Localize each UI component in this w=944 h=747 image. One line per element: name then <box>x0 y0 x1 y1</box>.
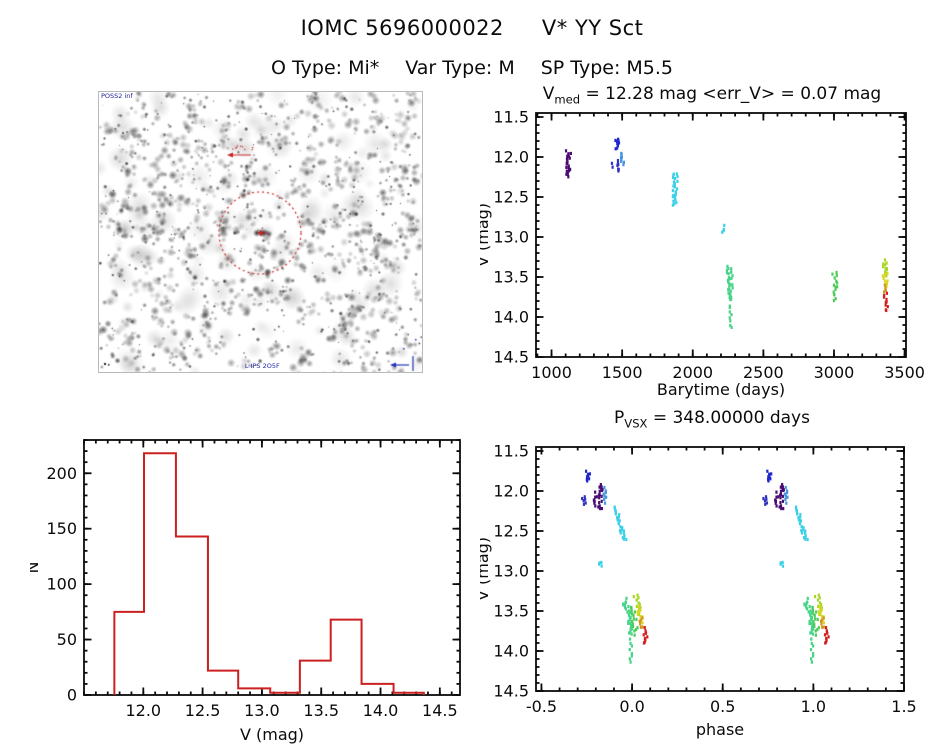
svg-text:2500: 2500 <box>743 363 784 382</box>
svg-text:13.0: 13.0 <box>493 562 529 581</box>
svg-text:11.5: 11.5 <box>493 442 529 461</box>
svg-text:V (mag): V (mag) <box>480 203 492 267</box>
svg-text:12.5: 12.5 <box>185 701 221 720</box>
svg-text:14.0: 14.0 <box>363 701 399 720</box>
svg-text:13.5: 13.5 <box>493 268 529 287</box>
finder-chart: POSS2 inf L IPS 2O5F <box>98 91 423 373</box>
svg-text:13.0: 13.0 <box>493 228 529 247</box>
svg-text:14.5: 14.5 <box>422 701 458 720</box>
finder-image <box>98 91 423 373</box>
svg-text:0.5: 0.5 <box>710 697 735 716</box>
svg-text:200: 200 <box>46 464 77 483</box>
svg-text:Barytime (days): Barytime (days) <box>657 380 785 399</box>
svg-text:3000: 3000 <box>814 363 855 382</box>
svg-text:0.0: 0.0 <box>619 697 644 716</box>
page-subtitle: O Type: Mi* Var Type: M SP Type: M5.5 <box>0 57 944 79</box>
phase-scatter-plot: -0.5 0.0 0.5 1.0 1.5 11.5 12.0 12.5 13.0 13.5 14.0… <box>480 442 917 740</box>
object-type: O Type: Mi* <box>271 57 380 79</box>
finder-caption: L IPS 2O5F <box>244 362 280 370</box>
svg-text:V (mag): V (mag) <box>480 537 492 601</box>
svg-text:phase: phase <box>696 720 744 739</box>
svg-text:-0.5: -0.5 <box>526 697 557 716</box>
svg-text:2000: 2000 <box>672 363 713 382</box>
finder-survey-label: POSS2 inf <box>99 92 135 100</box>
svg-text:11.5: 11.5 <box>493 108 529 127</box>
svg-text:14.0: 14.0 <box>493 308 529 327</box>
spectral-type: SP Type: M5.5 <box>540 57 673 79</box>
barytime-scatter-plot: 1000 1500 2000 2500 3000 3500 11.5 12.0 12.5 13.0… <box>480 108 925 400</box>
page-title: IOMC 5696000022 V* YY Sct <box>0 16 944 40</box>
svg-text:14.0: 14.0 <box>493 642 529 661</box>
svg-text:13.5: 13.5 <box>303 701 339 720</box>
svg-text:100: 100 <box>46 575 77 594</box>
svg-text:1.0: 1.0 <box>801 697 826 716</box>
magnitude-histogram-plot: 12.0 12.5 13.0 13.5 14.0 14.5 0 50 100 150 200 V (m… <box>30 439 461 744</box>
svg-text:14.5: 14.5 <box>493 682 529 701</box>
variable-type: Var Type: M <box>405 57 515 79</box>
svg-text:N: N <box>30 562 42 574</box>
svg-text:1000: 1000 <box>531 363 572 382</box>
page-title-star: V* YY Sct <box>541 16 644 40</box>
svg-text:13.0: 13.0 <box>244 701 280 720</box>
svg-text:12.0: 12.0 <box>125 701 161 720</box>
svg-text:0: 0 <box>67 686 77 705</box>
svg-text:1500: 1500 <box>602 363 643 382</box>
svg-text:3500: 3500 <box>884 363 925 382</box>
barytime-plot-title: Vmed = 12.28 mag <err_V> = 0.07 mag <box>542 84 882 107</box>
page-title-id: IOMC 5696000022 <box>300 16 504 40</box>
svg-text:150: 150 <box>46 519 77 538</box>
svg-text:12.5: 12.5 <box>493 522 529 541</box>
svg-text:1.5: 1.5 <box>891 697 916 716</box>
svg-text:14.5: 14.5 <box>493 348 529 367</box>
phase-plot-title: PVSX = 348.00000 days <box>614 408 810 431</box>
svg-text:12.5: 12.5 <box>493 188 529 207</box>
svg-text:50: 50 <box>57 630 77 649</box>
svg-text:13.5: 13.5 <box>493 602 529 621</box>
svg-text:V (mag): V (mag) <box>240 725 304 744</box>
svg-text:12.0: 12.0 <box>493 148 529 167</box>
svg-text:12.0: 12.0 <box>493 482 529 501</box>
